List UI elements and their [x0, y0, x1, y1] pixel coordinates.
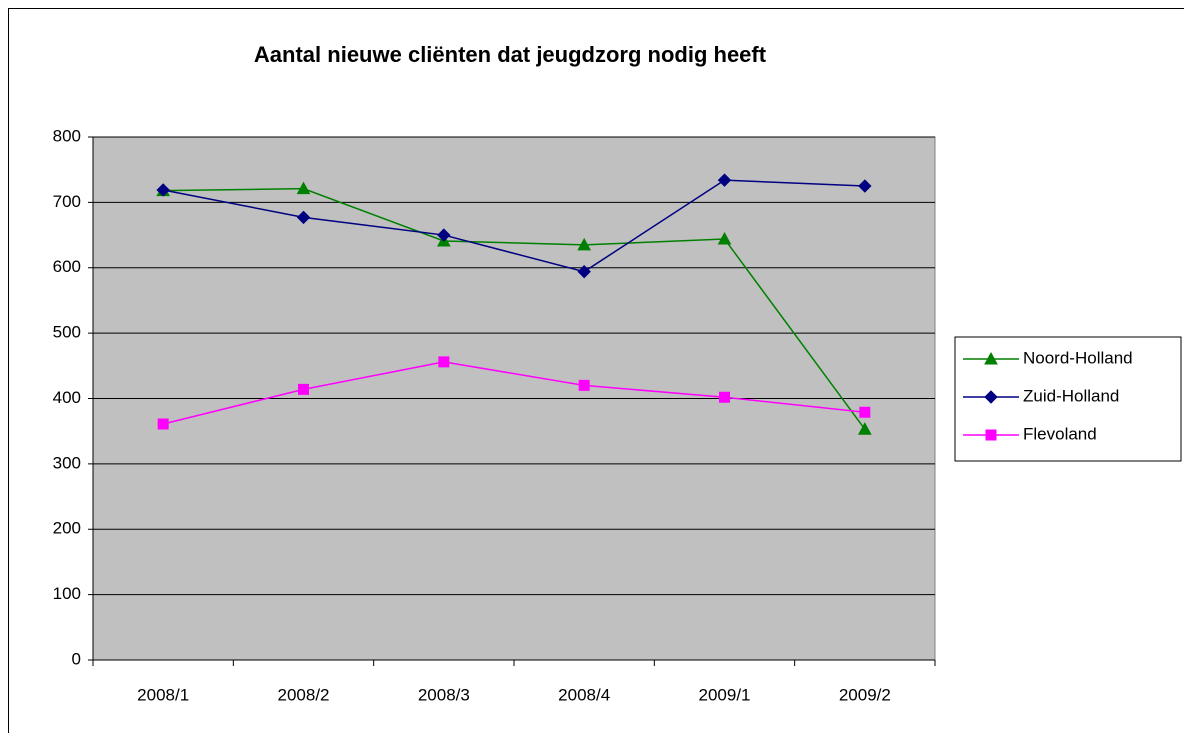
legend-label: Zuid-Holland	[1023, 386, 1119, 405]
y-tick-label: 0	[72, 649, 81, 668]
legend-label: Noord-Holland	[1023, 348, 1133, 367]
marker	[579, 380, 589, 390]
x-tick-label: 2008/4	[558, 685, 610, 704]
marker	[439, 357, 449, 367]
x-tick-label: 2009/2	[839, 685, 891, 704]
x-tick-label: 2008/3	[418, 685, 470, 704]
y-tick-label: 700	[53, 192, 81, 211]
legend-label: Flevoland	[1023, 424, 1097, 443]
marker	[158, 419, 168, 429]
y-tick-label: 300	[53, 453, 81, 472]
y-tick-label: 800	[53, 126, 81, 145]
x-tick-label: 2009/1	[699, 685, 751, 704]
marker	[720, 392, 730, 402]
marker	[986, 430, 996, 440]
x-tick-label: 2008/2	[278, 685, 330, 704]
y-tick-label: 100	[53, 584, 81, 603]
x-tick-label: 2008/1	[137, 685, 189, 704]
y-tick-label: 500	[53, 323, 81, 342]
y-tick-label: 200	[53, 519, 81, 538]
marker	[860, 407, 870, 417]
y-tick-label: 600	[53, 257, 81, 276]
marker	[299, 384, 309, 394]
y-tick-label: 400	[53, 388, 81, 407]
chart-title: Aantal nieuwe cliënten dat jeugdzorg nod…	[254, 42, 767, 67]
